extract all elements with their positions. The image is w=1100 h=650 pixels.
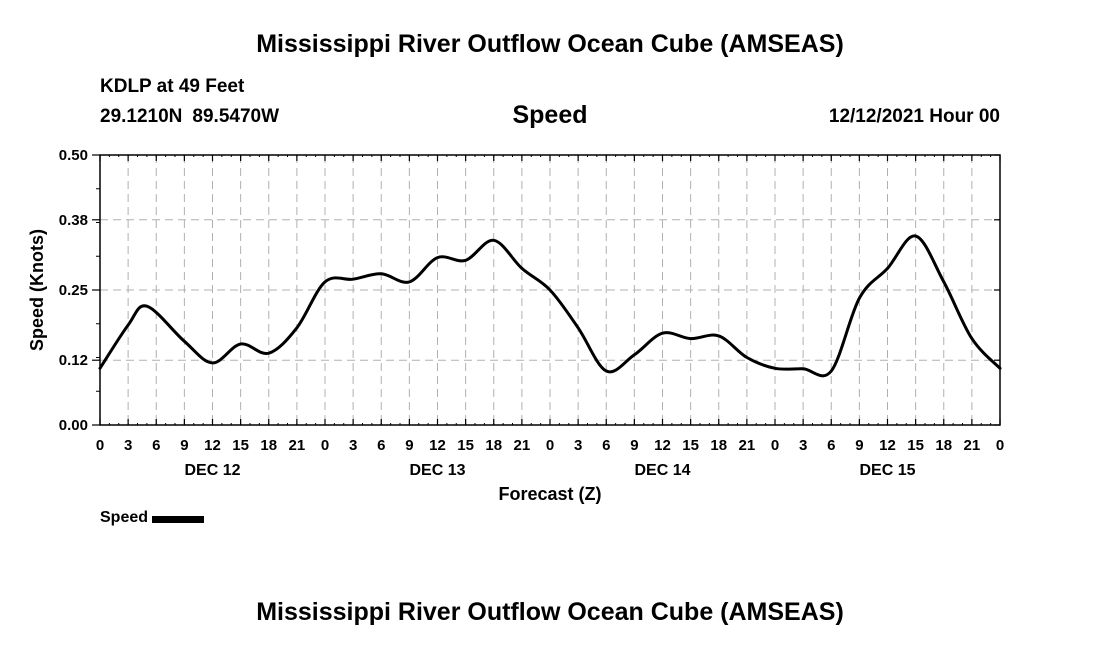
x-tick-label: 18 [935, 437, 952, 454]
x-tick-label: 21 [964, 437, 981, 454]
x-tick-label: 21 [739, 437, 756, 454]
legend-label: Speed [100, 509, 149, 526]
x-tick-label: 3 [124, 437, 132, 454]
x-tick-label: 12 [204, 437, 221, 454]
x-tick-label: 15 [682, 437, 699, 454]
x-axis-title: Forecast (Z) [498, 484, 601, 504]
x-tick-label: 9 [405, 437, 413, 454]
day-label: DEC 13 [409, 462, 465, 479]
x-tick-label: 6 [827, 437, 835, 454]
x-tick-label: 6 [152, 437, 160, 454]
longitude-label: 89.5470W [192, 106, 280, 127]
footer-title: Mississippi River Outflow Ocean Cube (AM… [256, 598, 844, 626]
x-tick-label: 9 [180, 437, 188, 454]
x-tick-label: 3 [574, 437, 582, 454]
x-tick-label: 0 [96, 437, 104, 454]
chart-suptitle: Mississippi River Outflow Ocean Cube (AM… [256, 30, 844, 58]
legend-line-swatch [152, 516, 205, 523]
x-tick-label: 3 [799, 437, 807, 454]
x-tick-label: 18 [485, 437, 502, 454]
x-tick-label: 15 [907, 437, 924, 454]
y-tick-label: 0.25 [59, 282, 88, 299]
x-tick-label: 12 [429, 437, 446, 454]
x-tick-label: 0 [321, 437, 329, 454]
x-tick-label: 18 [710, 437, 727, 454]
x-tick-label: 12 [879, 437, 896, 454]
y-tick-label: 0.00 [59, 417, 88, 434]
y-tick-label: 0.12 [59, 352, 88, 369]
day-label: DEC 15 [859, 462, 915, 479]
x-tick-label: 0 [996, 437, 1004, 454]
day-label: DEC 14 [634, 462, 690, 479]
labels-layer: 0 3 6 9 12 15 18 21 0 3 6 9 12 15 18 21 0 3 6 9 12 15 18 21 0 3 6 9… [59, 147, 1004, 479]
forecast-datetime-label: 12/12/2021 Hour 00 [828, 106, 1000, 127]
x-tick-label: 6 [377, 437, 385, 454]
latitude-label: 29.1210N [100, 106, 183, 127]
legend: Speed [100, 509, 205, 527]
x-tick-label: 3 [349, 437, 357, 454]
speed-series-line [98, 234, 1002, 378]
x-tick-label: 9 [630, 437, 638, 454]
x-tick-label: 21 [514, 437, 531, 454]
x-tick-label: 18 [260, 437, 277, 454]
ticks-layer [92, 154, 1001, 426]
y-axis-title: Speed (Knots) [27, 229, 47, 351]
x-tick-label: 9 [855, 437, 863, 454]
x-tick-label: 21 [289, 437, 306, 454]
x-tick-label: 15 [457, 437, 474, 454]
day-label: DEC 12 [184, 462, 240, 479]
x-tick-label: 15 [232, 437, 249, 454]
coordinates-label: 29.1210N 89.5470W [100, 106, 279, 128]
x-tick-label: 0 [546, 437, 554, 454]
y-tick-label: 0.38 [59, 212, 88, 229]
x-tick-label: 12 [654, 437, 671, 454]
chart-title: Speed [512, 101, 588, 129]
y-tick-label: 0.50 [59, 147, 88, 164]
station-label: KDLP at 49 Feet [100, 76, 245, 97]
x-tick-label: 0 [771, 437, 779, 454]
x-tick-label: 6 [602, 437, 610, 454]
